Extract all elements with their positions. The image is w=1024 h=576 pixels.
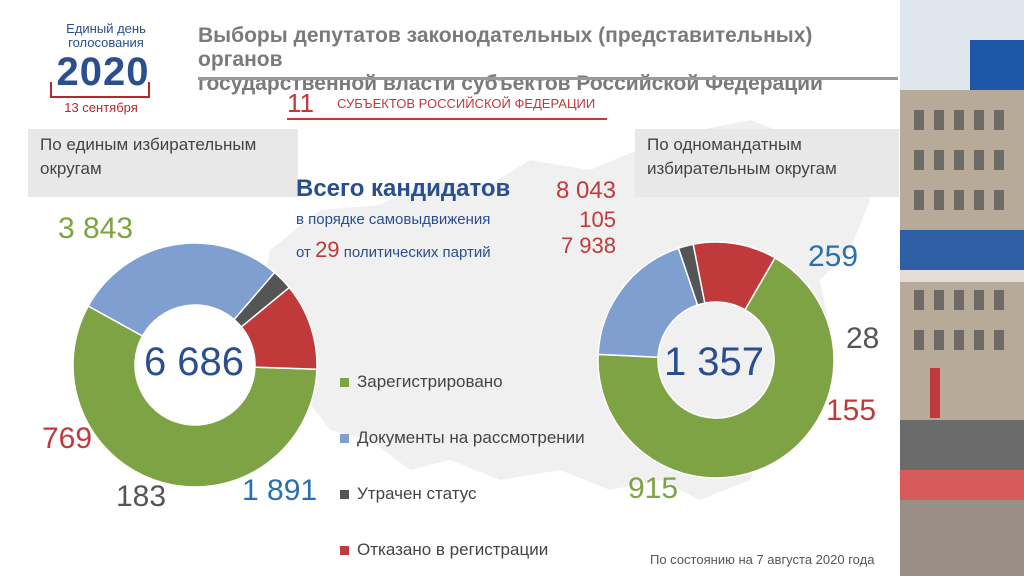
subjects-count: 11 [287, 88, 314, 118]
subjects-label: СУБЪЕКТОВ РОССИЙСКОЙ ФЕДЕРАЦИИ [337, 96, 596, 111]
self-nominated-label: в порядке самовыдвижения [296, 211, 491, 228]
left-refused-value: 769 [42, 422, 93, 455]
state-duma-building-photo [900, 0, 1024, 576]
total-value: 8 043 [555, 177, 616, 204]
logo-bracket-left [50, 82, 52, 98]
party-lists-slice-refused [240, 286, 318, 371]
logo-year: 2020 [56, 50, 150, 94]
logo-line-1: Единый день [66, 21, 146, 36]
single-member-slice-registered [597, 256, 835, 479]
left-pending-value: 1 891 [242, 474, 318, 507]
single-member-slice-refused [692, 241, 777, 311]
single-member-slice-pending [597, 247, 699, 359]
logo-bracket-right [148, 82, 150, 98]
parties-suffix: политических партий [343, 244, 491, 261]
party-lists-slice-pending [87, 242, 276, 338]
logo-date: 13 сентября [64, 100, 138, 115]
total-row: Всего кандидатов 8 043 [296, 175, 616, 207]
parties-prefix: от [296, 244, 311, 261]
section-single-member: По одномандатным избирательным округам [635, 129, 899, 197]
parties-value: 7 938 [560, 233, 616, 258]
legend-refused: Отказано в регистрации [340, 540, 548, 564]
legend-label-refused: Отказано в регистрации [357, 540, 549, 559]
party-lists-center-value: 6 686 [143, 340, 245, 384]
parties-count: 29 [315, 237, 340, 262]
right-lost-value: 28 [846, 322, 880, 355]
self-nominated-row: в порядке самовыдвижения 105 [296, 207, 616, 233]
logo-line-2: голосования [68, 35, 144, 50]
legend-registered: Зарегистрировано [340, 372, 503, 396]
single-member-donut-chart [597, 241, 835, 479]
total-label: Всего кандидатов [296, 175, 511, 202]
candidate-totals: Всего кандидатов 8 043 в порядке самовыд… [296, 175, 616, 263]
right-pending-value: 259 [808, 240, 859, 273]
russia-map-background [260, 120, 870, 500]
legend-lost: Утрачен статус [340, 484, 477, 508]
parties-label: от 29 политических партий [296, 237, 491, 263]
right-registered-value: 915 [628, 472, 679, 505]
subjects-underline [287, 118, 607, 120]
legend-swatch-registered [340, 378, 349, 388]
logo-underline [50, 96, 150, 98]
single-member-center-value: 1 357 [663, 340, 765, 384]
section-party-lists: По единым избирательным округам [28, 129, 298, 197]
left-lost-value: 183 [116, 480, 167, 513]
legend-label-lost: Утрачен статус [357, 484, 477, 503]
party-lists-donut-chart [72, 242, 318, 488]
page-title: Выборы депутатов законодательных (предст… [198, 24, 888, 96]
legend-swatch-pending [340, 434, 349, 444]
parties-row: от 29 политических партий 7 938 [296, 233, 616, 263]
legend-swatch-refused [340, 546, 349, 556]
election-day-logo: Единый день голосования 2020 13 сентября [36, 16, 176, 126]
legend-pending: Документы на рассмотрении [340, 428, 585, 452]
left-registered-value: 3 843 [58, 212, 134, 245]
legend-label-registered: Зарегистрировано [357, 372, 503, 391]
legend-swatch-lost [340, 490, 349, 500]
legend-label-pending: Документы на рассмотрении [357, 428, 585, 447]
party-lists-slice-registered [72, 304, 318, 488]
right-refused-value: 155 [826, 394, 877, 427]
title-divider [198, 77, 898, 80]
title-line-1: Выборы депутатов законодательных (предст… [198, 24, 813, 71]
self-nominated-value: 105 [579, 207, 616, 232]
subjects-banner: 11 СУБЪЕКТОВ РОССИЙСКОЙ ФЕДЕРАЦИИ [287, 88, 607, 120]
footnote-date: По состоянию на 7 августа 2020 года [650, 552, 875, 567]
